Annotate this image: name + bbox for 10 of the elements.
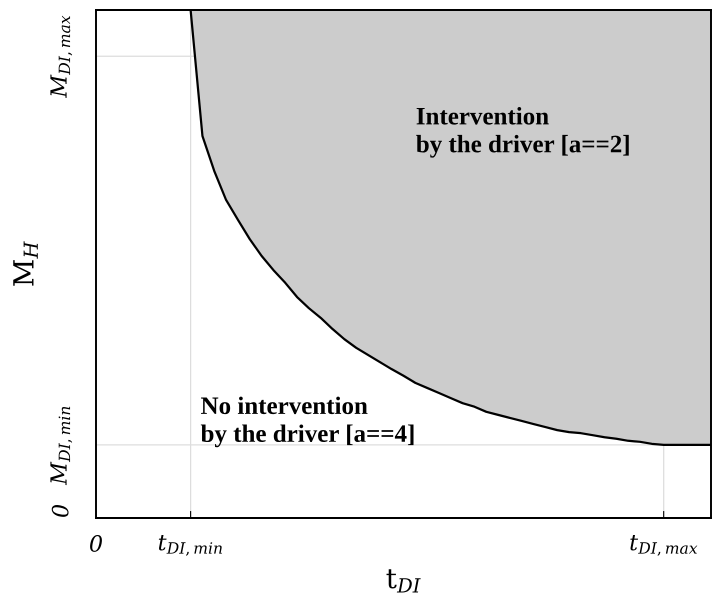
x-tick-label: t$_{DI,max}$ (630, 535, 698, 556)
y-axis-title: M$_{H}$ (13, 241, 38, 286)
x-tick-label: t$_{DI,min}$ (158, 535, 222, 556)
ref-line-label: M$_{DI,max}$ (50, 16, 72, 98)
text: 0 (52, 505, 69, 517)
annotation: No intervention by the driver [a==4] (200, 396, 414, 448)
x-axis-title: t$_{DI}$ (386, 569, 421, 592)
x-tick-label: 0 (90, 535, 102, 552)
ref-line-label: M$_{DI,min}$ (50, 406, 72, 486)
annotation: Intervention by the driver [a==2] (416, 107, 629, 158)
